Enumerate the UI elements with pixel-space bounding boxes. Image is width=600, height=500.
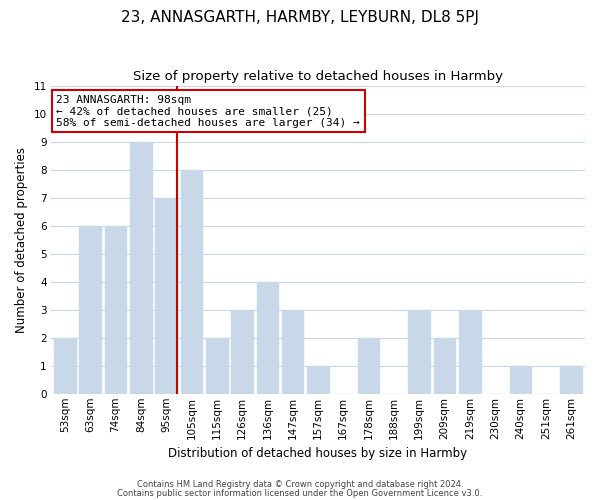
Y-axis label: Number of detached properties: Number of detached properties bbox=[15, 146, 28, 332]
Bar bbox=[560, 366, 582, 394]
Title: Size of property relative to detached houses in Harmby: Size of property relative to detached ho… bbox=[133, 70, 503, 83]
Bar bbox=[434, 338, 455, 394]
Bar bbox=[79, 226, 101, 394]
Bar bbox=[307, 366, 329, 394]
Bar bbox=[257, 282, 278, 394]
Bar bbox=[130, 142, 152, 394]
Bar bbox=[282, 310, 304, 394]
Bar bbox=[206, 338, 227, 394]
Text: Contains public sector information licensed under the Open Government Licence v3: Contains public sector information licen… bbox=[118, 488, 482, 498]
Text: 23 ANNASGARTH: 98sqm
← 42% of detached houses are smaller (25)
58% of semi-detac: 23 ANNASGARTH: 98sqm ← 42% of detached h… bbox=[56, 95, 360, 128]
Bar bbox=[510, 366, 531, 394]
Bar bbox=[459, 310, 481, 394]
Bar bbox=[232, 310, 253, 394]
Bar bbox=[105, 226, 126, 394]
Text: 23, ANNASGARTH, HARMBY, LEYBURN, DL8 5PJ: 23, ANNASGARTH, HARMBY, LEYBURN, DL8 5PJ bbox=[121, 10, 479, 25]
Text: Contains HM Land Registry data © Crown copyright and database right 2024.: Contains HM Land Registry data © Crown c… bbox=[137, 480, 463, 489]
Bar bbox=[409, 310, 430, 394]
Bar bbox=[155, 198, 177, 394]
X-axis label: Distribution of detached houses by size in Harmby: Distribution of detached houses by size … bbox=[169, 447, 467, 460]
Bar bbox=[358, 338, 379, 394]
Bar bbox=[181, 170, 202, 394]
Bar bbox=[54, 338, 76, 394]
